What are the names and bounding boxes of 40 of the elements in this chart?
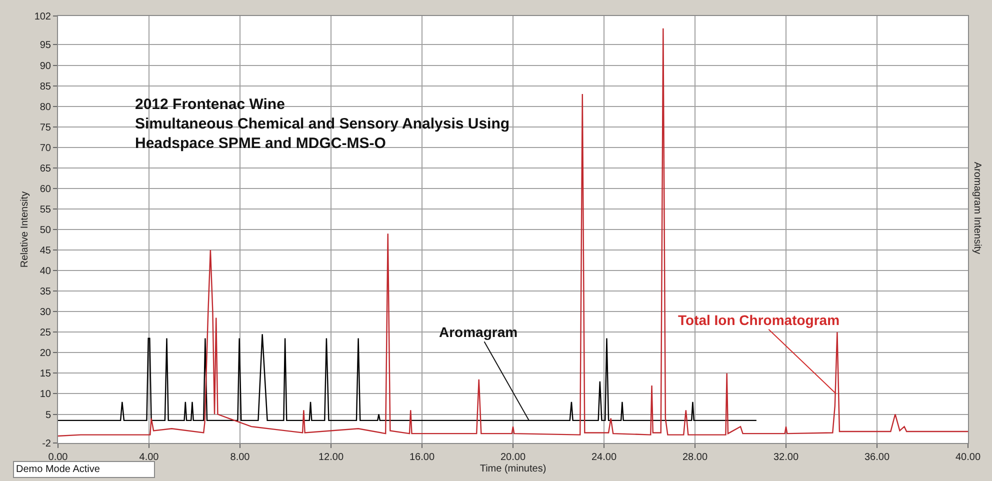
- y-tick-label: 95: [40, 40, 52, 52]
- y-tick-label: 45: [40, 246, 52, 257]
- x-tick-label: 24.00: [591, 452, 617, 463]
- y-tick-label: 85: [40, 81, 52, 92]
- x-tick-label: 8.00: [230, 452, 250, 463]
- x-tick-label: 28.00: [682, 452, 708, 463]
- y-tick-label: 35: [40, 286, 52, 298]
- y2-axis-title: Aromagram Intensity: [971, 162, 982, 254]
- y-tick-label: 55: [40, 204, 52, 216]
- x-tick-label: 4.00: [139, 452, 160, 463]
- y-tick-label: 40: [40, 266, 52, 278]
- y-tick-label: 5: [45, 410, 52, 421]
- y-axis-title: Relative Intensity: [19, 191, 30, 268]
- y-tick-label: 50: [40, 225, 52, 236]
- y-tick-label: 60: [40, 184, 52, 195]
- y-tick-label: -2: [42, 438, 52, 450]
- x-tick-label: 20.00: [500, 452, 526, 463]
- x-tick-label: 12.00: [318, 452, 344, 463]
- x-tick-label: 16.00: [409, 452, 435, 463]
- y-tick-label: 90: [40, 60, 52, 72]
- y-tick-label: 10: [40, 389, 52, 400]
- x-tick-label: 32.00: [773, 452, 799, 463]
- y-tick-label: 102: [34, 12, 52, 22]
- y-tick-label: 25: [40, 328, 52, 339]
- text: 2012 Frontenac Wine Simultaneous Chemical and Sensory Analysis Using Headspace SPME and MDGC-MS-O: [135, 96, 510, 152]
- x-tick-label: 36.00: [864, 452, 890, 463]
- y-tick-label: 75: [40, 122, 52, 134]
- y-tick-label: 30: [40, 307, 52, 318]
- x-tick-label: 0.00: [48, 452, 68, 463]
- y-tick-label: 80: [40, 102, 52, 113]
- y-tick-label: 70: [40, 142, 52, 154]
- text: Demo Mode Active: [16, 464, 100, 475]
- x-axis-title: Time (minutes): [480, 464, 546, 474]
- annotation: Total Ion Chromatogram: [678, 312, 840, 328]
- annotation: Aromagram: [439, 324, 518, 340]
- y-tick-label: 65: [40, 163, 52, 174]
- line-series: [58, 28, 968, 437]
- y-tick-label: 20: [40, 348, 52, 360]
- y-tick-label: 15: [40, 368, 52, 380]
- x-tick-label: 40.00: [955, 452, 981, 463]
